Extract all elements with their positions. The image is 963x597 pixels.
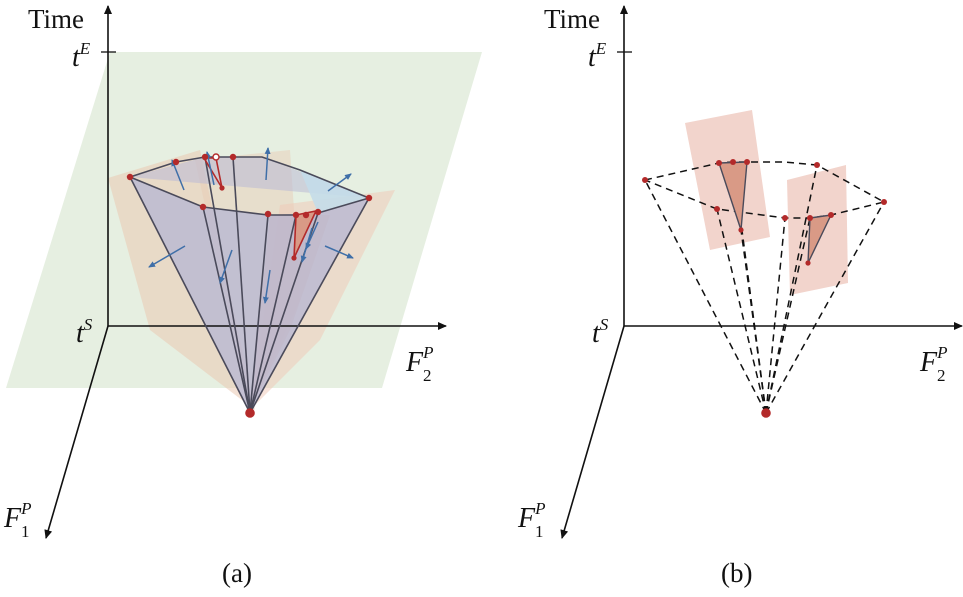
f1-axis-label: FP	[517, 499, 546, 534]
facet-triangle	[807, 214, 833, 264]
f2-axis-label: FP	[919, 343, 948, 378]
normal-arrows	[148, 147, 354, 304]
tick-tE-label: tE	[588, 39, 607, 73]
cone-apex	[761, 408, 771, 418]
f1-axis-label: FP	[3, 499, 32, 534]
f2-axis-label: FP	[405, 343, 434, 378]
f1-axis	[44, 325, 109, 539]
cone-generators	[129, 156, 370, 414]
vertex-points	[642, 159, 887, 266]
tick-tS-label: tS	[592, 315, 609, 349]
tick-tS-label: tS	[76, 315, 93, 349]
time-axis-label: Time	[544, 4, 600, 34]
f1-axis-subscript: 1	[21, 522, 30, 541]
caption-a: (a)	[222, 558, 252, 588]
cone-apex	[245, 408, 255, 418]
f2-axis-subscript: 2	[937, 366, 946, 385]
f1-axis-subscript: 1	[535, 522, 544, 541]
caption-b: (b)	[721, 558, 752, 588]
f1-axis	[560, 325, 625, 539]
vertex-points	[126, 153, 373, 261]
tick-tE-label: tE	[72, 39, 91, 73]
panel-a: Time tE tS FP 2 FP 1 (a)	[3, 4, 482, 588]
time-axis-label: Time	[28, 4, 84, 34]
f2-axis-subscript: 2	[423, 366, 432, 385]
panel-b: Time tE tS FP 2 FP 1 (b)	[517, 4, 963, 588]
cone-top-edge	[129, 156, 372, 216]
